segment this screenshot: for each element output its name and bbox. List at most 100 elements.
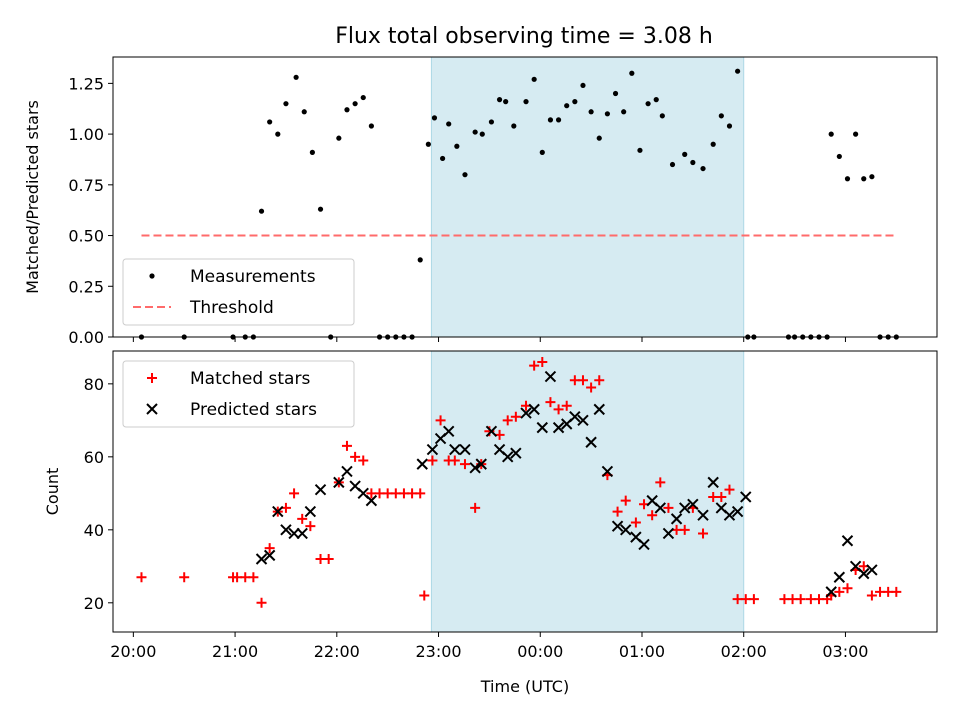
- measurement-point: [629, 70, 635, 76]
- legend-label: Threshold: [189, 298, 274, 318]
- legend-plus-swatch: [147, 373, 157, 383]
- measurement-point: [612, 90, 619, 97]
- measurement-point: [523, 99, 529, 105]
- predicted-point: [416, 458, 428, 470]
- measurement-point: [580, 82, 586, 89]
- matched-point: [748, 594, 759, 605]
- measurement-point: [488, 119, 495, 125]
- y-tick-label: 20: [84, 594, 104, 613]
- predicted-point: [577, 414, 589, 427]
- matched-point: [350, 451, 361, 462]
- predicted-point: [475, 458, 487, 470]
- measurement-point: [283, 101, 289, 107]
- matched-point: [510, 411, 521, 422]
- matched-point: [470, 502, 481, 513]
- y-tick-label: 0.50: [68, 227, 104, 246]
- measurement-point: [700, 165, 706, 172]
- measurement-point: [828, 131, 834, 137]
- predicted-point: [304, 505, 317, 518]
- x-tick-label: 03:00: [822, 642, 868, 661]
- matched-point: [561, 400, 572, 411]
- predicted-point: [585, 436, 597, 448]
- predicted-point: [707, 476, 719, 489]
- predicted-point: [825, 586, 837, 598]
- matched-point: [502, 415, 513, 426]
- measurement-point: [503, 99, 509, 105]
- measurement-point: [425, 141, 431, 147]
- observing-window-span: [430, 350, 745, 633]
- predicted-point: [442, 425, 455, 437]
- measurement-point: [861, 176, 867, 182]
- matched-point: [264, 543, 275, 554]
- measurement-point: [588, 109, 594, 115]
- predicted-point: [314, 483, 327, 496]
- measurement-point: [547, 117, 554, 123]
- matched-point: [179, 572, 190, 583]
- axes-frame: [112, 350, 938, 633]
- measurement-point: [479, 131, 485, 137]
- matched-point: [630, 517, 641, 528]
- matched-point: [358, 455, 369, 466]
- legend: Matched stars Predicted stars: [122, 360, 355, 428]
- measurement-point: [836, 153, 842, 160]
- measurement-point: [531, 76, 537, 82]
- predicted-point: [365, 494, 378, 507]
- measurement-point: [309, 149, 315, 155]
- measurement-point: [844, 176, 851, 182]
- y-tick-label: 0.75: [68, 176, 104, 195]
- predicted-point: [280, 524, 292, 536]
- predicted-point: [544, 370, 557, 383]
- matched-point: [679, 524, 690, 535]
- matched-point: [323, 554, 334, 565]
- matched-point: [529, 360, 540, 371]
- x-tick-label: 22:00: [314, 642, 360, 661]
- measurement-point: [659, 113, 665, 119]
- legend-box: [122, 360, 355, 428]
- predicted-point: [611, 520, 624, 532]
- measurement-point: [293, 74, 299, 80]
- legend-label: Matched stars: [190, 369, 310, 389]
- y-tick-label: 0.25: [68, 277, 104, 296]
- predicted-point: [333, 476, 345, 489]
- count-panel: 20 40 60 80 20:00 21:00 22:00 23:00 00:00 01:00 02…: [43, 350, 938, 696]
- measurement-point: [718, 113, 724, 119]
- measurement-point: [317, 206, 324, 212]
- legend: Measurements Threshold: [122, 258, 355, 326]
- measurement-point: [336, 135, 342, 141]
- matched-point: [834, 586, 845, 597]
- predicted-point: [841, 535, 854, 547]
- measurement-point: [462, 172, 468, 178]
- matched-point: [698, 528, 709, 539]
- x-axis-label: Time (UTC): [480, 677, 569, 696]
- measurement-point: [735, 68, 741, 74]
- measurement-point: [596, 135, 602, 141]
- matched-point: [612, 506, 623, 517]
- predicted-point: [520, 407, 532, 419]
- matched-point: [724, 484, 735, 495]
- y-tick-label: 1.25: [68, 74, 104, 93]
- y-tick-label: 40: [84, 521, 104, 540]
- predicted-point: [662, 527, 675, 540]
- x-tick-label: 20:00: [110, 642, 156, 661]
- matched-point: [891, 586, 902, 597]
- measurement-point: [690, 159, 696, 166]
- measurement-point: [352, 101, 358, 107]
- matched-point: [594, 375, 605, 386]
- predicted-point: [341, 465, 353, 478]
- y-tick-label: 1.00: [68, 125, 104, 144]
- y-tick-label: 60: [84, 448, 104, 467]
- predicted-point: [272, 505, 284, 518]
- measurement-point: [564, 103, 570, 109]
- measurement-point: [454, 143, 460, 149]
- measurement-point: [496, 97, 503, 103]
- chart-title: Flux total observing time = 3.08 h: [335, 24, 713, 49]
- matched-point: [415, 488, 426, 499]
- legend-label: Predicted stars: [190, 400, 317, 420]
- predicted-point: [528, 403, 540, 416]
- legend-label: Measurements: [190, 267, 316, 287]
- predicted-point: [593, 403, 605, 416]
- measurement-point: [344, 107, 350, 113]
- matched-point: [427, 455, 438, 466]
- y-axis-label: Count: [43, 468, 62, 516]
- predicted-point: [638, 538, 650, 551]
